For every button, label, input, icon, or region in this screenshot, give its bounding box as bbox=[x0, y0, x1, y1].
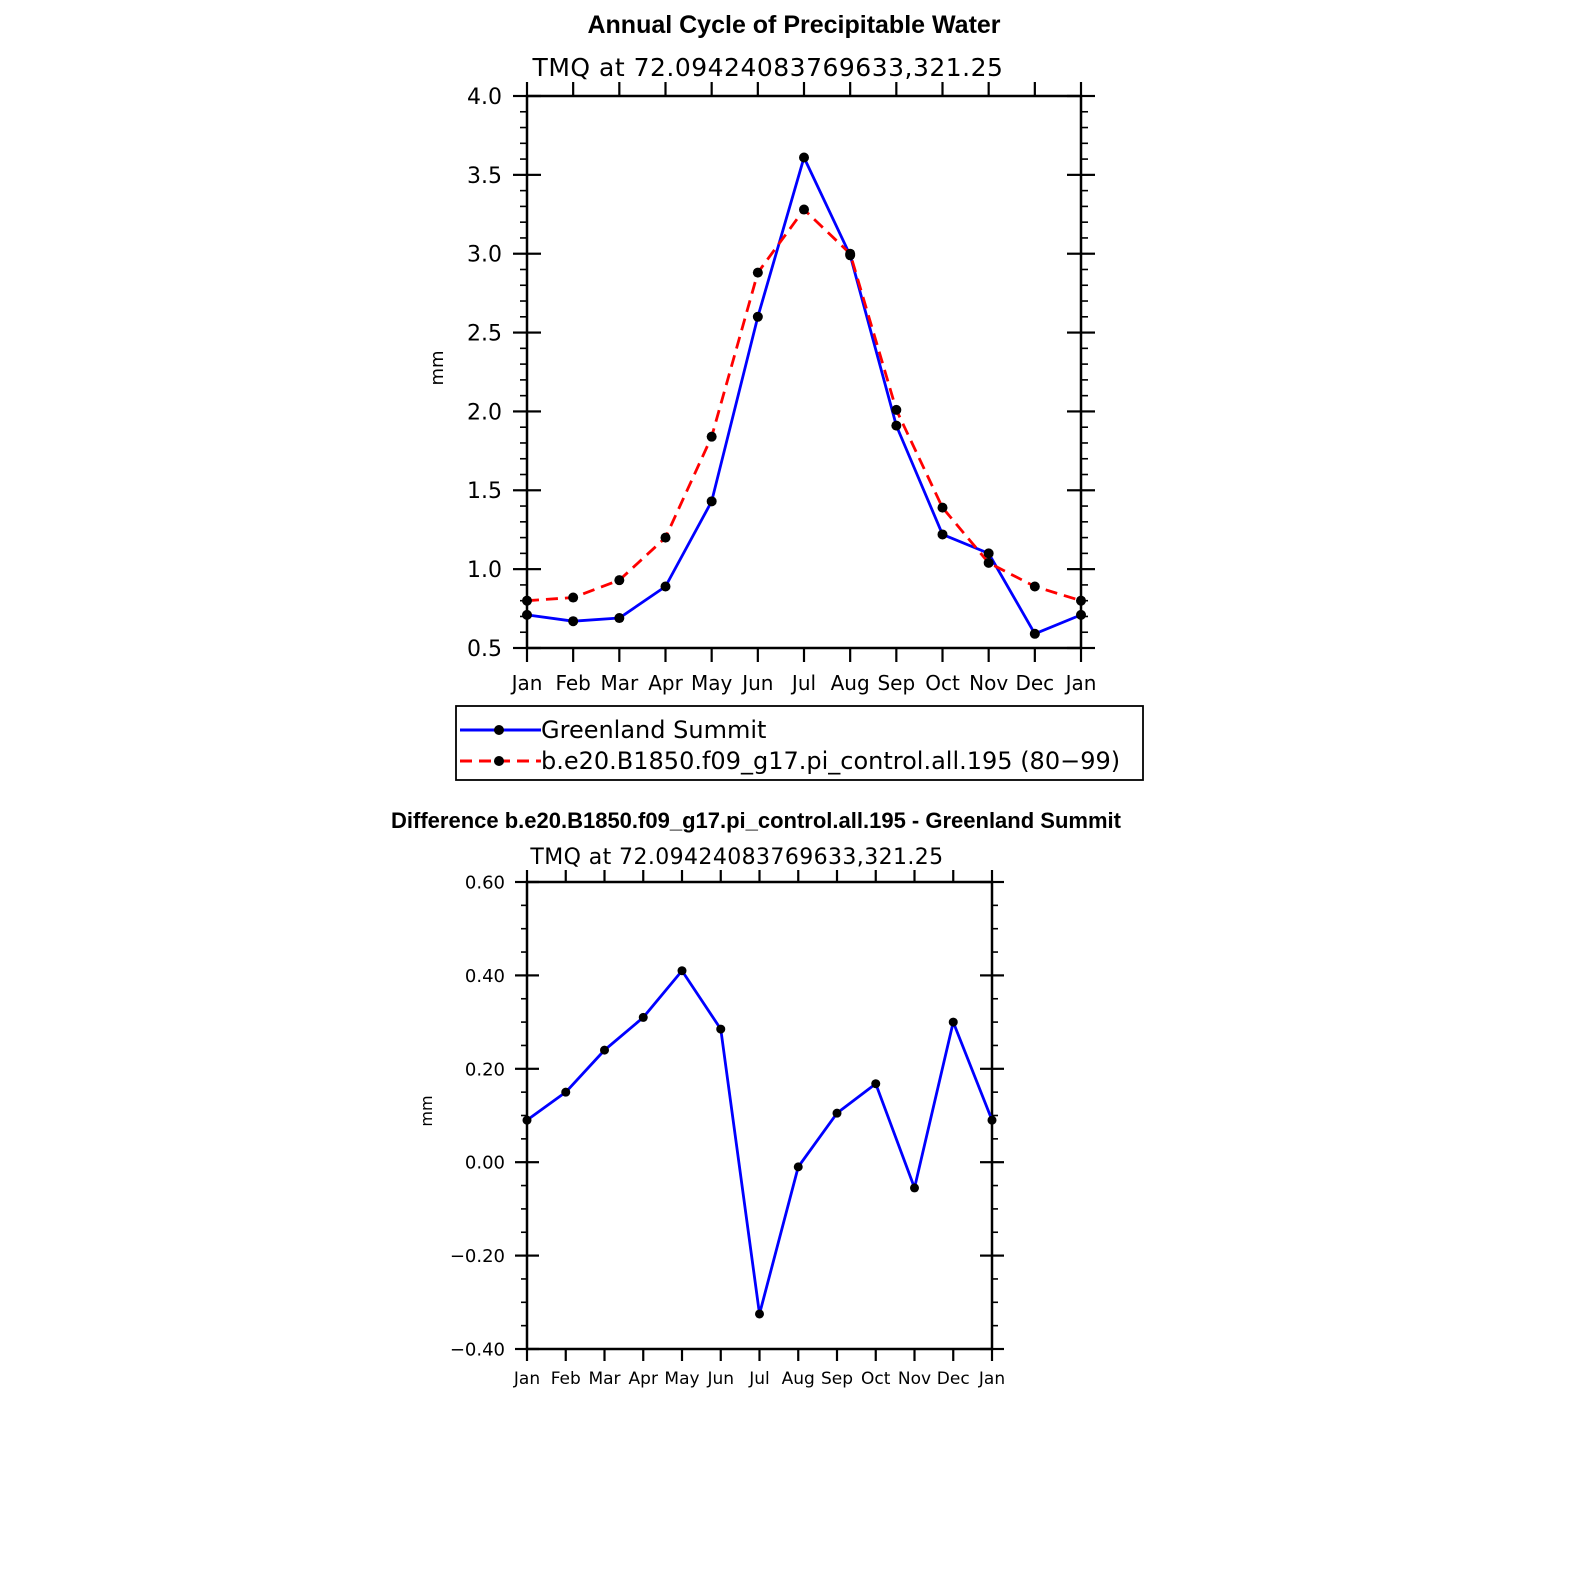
data-point bbox=[799, 152, 809, 163]
x-tick-label: Jun bbox=[740, 671, 773, 695]
x-tick-label: Jan bbox=[978, 1369, 1005, 1389]
data-point bbox=[660, 581, 671, 592]
x-tick-label: Jan bbox=[510, 671, 543, 695]
data-point bbox=[706, 431, 717, 442]
x-tick-label: Feb bbox=[551, 1369, 581, 1389]
y-tick-label: 0.00 bbox=[465, 1153, 505, 1174]
x-tick-label: Jan bbox=[1064, 671, 1097, 695]
chart-title: Annual Cycle of Precipitable Water bbox=[587, 11, 1000, 39]
data-point bbox=[891, 404, 902, 415]
x-tick-label: May bbox=[691, 671, 733, 695]
x-tick-label: Oct bbox=[861, 1369, 891, 1389]
chart-subtitle: TMQ at 72.09424083769633,321.25 bbox=[529, 845, 943, 870]
data-point bbox=[660, 532, 671, 543]
y-tick-label: 2.0 bbox=[467, 400, 502, 425]
data-point bbox=[677, 966, 687, 976]
y-tick-label: 0.40 bbox=[465, 966, 505, 987]
data-point bbox=[910, 1183, 919, 1193]
x-tick-label: Apr bbox=[648, 671, 683, 695]
y-tick-label: 0.20 bbox=[465, 1059, 505, 1080]
x-tick-label: Dec bbox=[1015, 671, 1054, 695]
y-tick-label: 4.0 bbox=[467, 85, 502, 110]
data-point bbox=[600, 1045, 609, 1055]
x-tick-label: Feb bbox=[555, 671, 590, 695]
data-point bbox=[983, 557, 994, 568]
data-point bbox=[614, 575, 625, 586]
data-point bbox=[561, 1087, 571, 1097]
y-tick-label: 1.0 bbox=[467, 558, 502, 583]
series-line-0 bbox=[526, 969, 994, 1316]
data-point bbox=[1076, 595, 1086, 606]
x-tick-label: Dec bbox=[937, 1369, 970, 1389]
data-point bbox=[871, 1079, 881, 1089]
y-axis-label: mm bbox=[417, 1095, 436, 1126]
plot-frame bbox=[525, 94, 1083, 650]
data-point bbox=[614, 613, 625, 624]
data-point bbox=[832, 1108, 842, 1118]
y-tick-label: 0.5 bbox=[467, 637, 502, 662]
y-tick-label: 0.60 bbox=[465, 872, 505, 893]
data-point bbox=[568, 616, 579, 627]
data-point bbox=[845, 248, 856, 259]
x-tick-label: Nov bbox=[898, 1369, 931, 1389]
data-point bbox=[793, 1162, 803, 1172]
y-tick-label: −0.20 bbox=[450, 1246, 505, 1267]
x-tick-label: Mar bbox=[588, 1369, 620, 1389]
x-tick-label: Nov bbox=[969, 671, 1008, 695]
data-point bbox=[799, 204, 809, 215]
data-point bbox=[948, 1017, 958, 1027]
data-point bbox=[891, 420, 902, 431]
plot-frame bbox=[525, 880, 994, 1351]
series-line-1 bbox=[526, 208, 1082, 603]
x-tick-label: Oct bbox=[925, 671, 960, 695]
data-point bbox=[706, 496, 717, 507]
data-point bbox=[1029, 628, 1040, 639]
data-point bbox=[752, 311, 763, 322]
x-tick-label: Apr bbox=[629, 1369, 658, 1389]
legend-label-pi-control: b.e20.B1850.f09_g17.pi_control.all.195 (… bbox=[541, 747, 1120, 775]
data-point bbox=[638, 1012, 648, 1022]
chart-title: Difference b.e20.B1850.f09_g17.pi_contro… bbox=[391, 808, 1122, 833]
y-tick-label: 3.5 bbox=[467, 164, 502, 189]
x-tick-label: Sep bbox=[821, 1369, 853, 1389]
data-point bbox=[522, 609, 532, 620]
data-point bbox=[987, 1115, 997, 1125]
data-point bbox=[522, 1115, 532, 1125]
y-tick-label: 2.5 bbox=[467, 321, 502, 346]
precipitable-water-annual-cycle-chart: Annual Cycle of Precipitable Water TMQ a… bbox=[427, 11, 1144, 781]
data-point bbox=[1076, 609, 1086, 620]
data-point bbox=[755, 1309, 764, 1319]
y-tick-label: 3.0 bbox=[467, 243, 502, 268]
data-point bbox=[522, 595, 532, 606]
chart-subtitle: TMQ at 72.09424083769633,321.25 bbox=[532, 53, 1004, 82]
x-tick-label: May bbox=[664, 1369, 699, 1389]
legend-marker-greenland-summit bbox=[494, 725, 504, 735]
y-tick-label: 1.5 bbox=[467, 479, 502, 504]
x-tick-label: Aug bbox=[831, 671, 870, 695]
x-tick-label: Jan bbox=[513, 1369, 540, 1389]
data-point bbox=[716, 1024, 726, 1034]
series-line-0 bbox=[526, 156, 1082, 636]
data-point bbox=[937, 502, 948, 513]
legend-marker-pi-control bbox=[494, 756, 504, 766]
x-tick-label: Aug bbox=[782, 1369, 815, 1389]
legend-label-greenland-summit: Greenland Summit bbox=[541, 716, 766, 744]
data-point bbox=[937, 529, 948, 540]
legend: Greenland Summit b.e20.B1850.f09_g17.pi_… bbox=[455, 705, 1144, 781]
x-tick-label: Jul bbox=[790, 671, 816, 695]
data-point bbox=[568, 592, 579, 603]
y-tick-label: −0.40 bbox=[450, 1339, 505, 1360]
data-point bbox=[752, 267, 763, 278]
data-point bbox=[983, 548, 994, 559]
x-tick-label: Jul bbox=[748, 1369, 770, 1389]
legend-box bbox=[455, 705, 1144, 781]
data-point bbox=[1029, 581, 1040, 592]
x-tick-label: Sep bbox=[877, 671, 915, 695]
y-axis-label: mm bbox=[427, 350, 448, 385]
x-tick-label: Mar bbox=[600, 671, 639, 695]
difference-chart: Difference b.e20.B1850.f09_g17.pi_contro… bbox=[391, 808, 1122, 1389]
x-tick-label: Jun bbox=[706, 1369, 734, 1389]
